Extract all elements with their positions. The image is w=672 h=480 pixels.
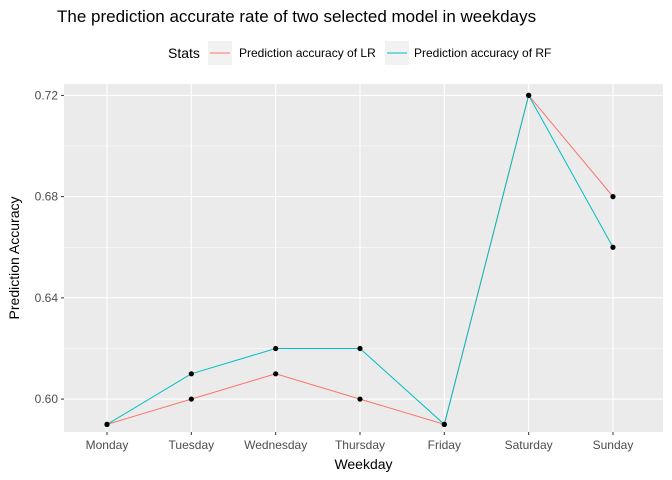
data-point-rf — [188, 371, 194, 377]
data-point-lr — [357, 396, 363, 402]
x-tick-label: Thursday — [335, 438, 385, 452]
x-tick-label: Tuesday — [169, 438, 215, 452]
y-axis-ticks: 0.60 0.64 0.68 0.72 — [35, 88, 64, 406]
plot-panel — [64, 84, 663, 432]
data-point-lr — [273, 371, 279, 377]
grid-minor — [64, 145, 663, 349]
data-point-rf — [273, 345, 279, 352]
y-axis-title: Prediction Accuracy — [6, 197, 22, 320]
data-point-lr — [610, 194, 616, 200]
data-point-lr — [188, 396, 194, 402]
chart-title: The prediction accurate rate of two sele… — [57, 7, 536, 26]
x-axis-title: Weekday — [334, 456, 392, 472]
data-point-rf — [104, 421, 110, 428]
x-tick-label: Monday — [86, 438, 129, 452]
y-tick-label: 0.64 — [35, 291, 59, 305]
grid-major — [64, 84, 663, 432]
x-tick-label: Saturday — [505, 438, 553, 452]
legend-label: Prediction accuracy of LR — [239, 46, 376, 60]
x-tick-label: Friday — [428, 438, 461, 452]
legend-items: Prediction accuracy of LR Prediction accu… — [208, 41, 551, 65]
series-points — [104, 92, 616, 428]
y-tick-label: 0.72 — [35, 88, 59, 102]
x-tick-label: Sunday — [593, 438, 634, 452]
data-point-rf — [526, 92, 532, 98]
legend-title: Stats — [168, 45, 200, 61]
data-point-rf — [357, 345, 363, 352]
x-axis-ticks: Monday Tuesday Wednesday Thursday Friday Satu… — [86, 432, 634, 452]
data-point-rf — [441, 421, 447, 428]
y-tick-label: 0.68 — [35, 190, 59, 204]
y-tick-label: 0.60 — [35, 392, 59, 406]
x-tick-label: Wednesday — [244, 438, 307, 452]
legend: Stats Prediction accuracy of LR Predictio… — [168, 41, 551, 65]
data-point-rf — [610, 244, 616, 250]
legend-label: Prediction accuracy of RF — [414, 46, 551, 60]
